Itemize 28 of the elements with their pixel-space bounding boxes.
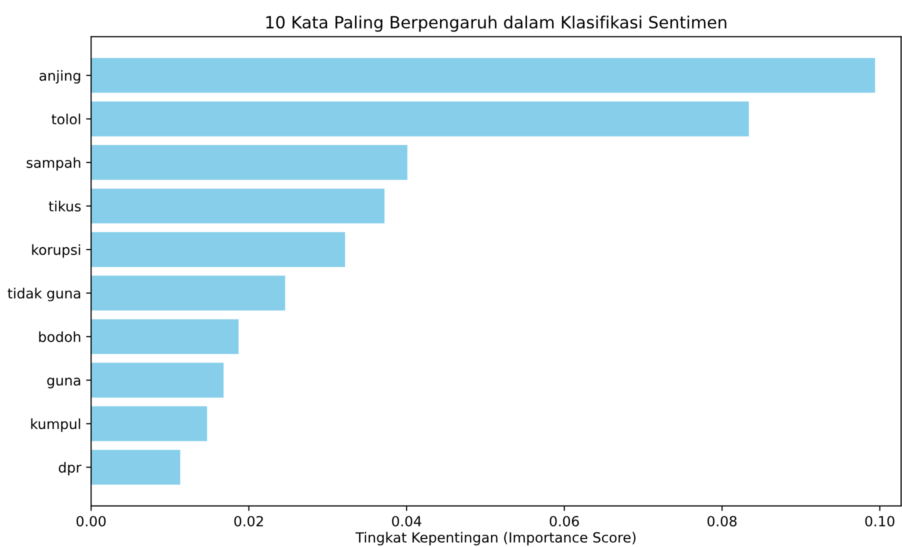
- x-tick-label: 0.10: [865, 516, 894, 526]
- bar: [91, 362, 224, 398]
- y-tick-label: guna: [47, 378, 80, 388]
- x-tick-label: 0.04: [392, 516, 422, 526]
- y-tick-label: bodoh: [39, 331, 80, 342]
- x-tick-label: 0.02: [234, 516, 263, 526]
- bar: [91, 145, 408, 180]
- y-tick-label: tolol: [52, 114, 80, 124]
- y-tick-label: kumpul: [31, 418, 80, 432]
- x-axis-title: Tingkat Kepentingan (Importance Score): [355, 532, 636, 546]
- y-tick-label: sampah: [26, 157, 80, 171]
- y-tick-label: tikus: [48, 200, 81, 212]
- x-tick-label: 0.06: [550, 516, 579, 526]
- bar: [91, 232, 346, 267]
- bar: [91, 102, 749, 136]
- y-tick-label: korupsi: [32, 244, 80, 258]
- chart-title: 10 Kata Paling Berpengaruh dalam Klasifikasi Sentimen: [266, 16, 726, 32]
- x-tick-label: 0.00: [76, 516, 106, 526]
- bar: [91, 450, 180, 485]
- y-tick-label: tidak guna: [8, 288, 80, 302]
- bar: [91, 188, 384, 224]
- x-tick-label: 0.08: [708, 516, 737, 526]
- y-tick-label: dpr: [58, 462, 82, 476]
- bar: [91, 319, 239, 354]
- bar: [91, 276, 286, 310]
- y-tick-label: anjing: [40, 70, 80, 84]
- bar: [91, 406, 208, 442]
- bar: [91, 58, 876, 93]
